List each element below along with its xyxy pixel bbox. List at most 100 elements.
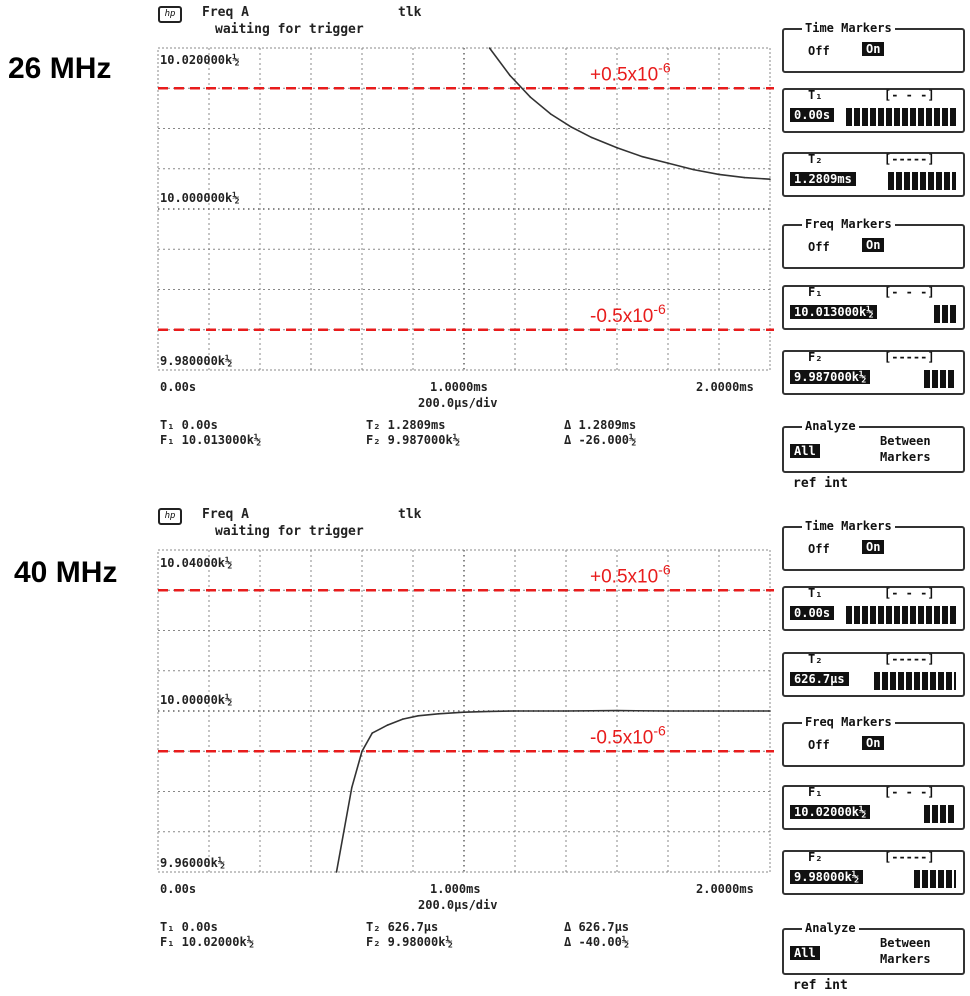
x-label-left: 0.00s [160,380,197,394]
trace-point [641,155,644,158]
t1-value[interactable]: 0.00s [790,606,835,620]
off-option[interactable]: Off [808,738,830,752]
scope-plot: +0.5x10-6 -0.5x10-6 [157,549,774,873]
f2-range: [-----] [884,850,935,864]
header-freq-a: Freq A [202,507,249,522]
trace-point [570,126,572,128]
annotation-exponent: -6 [653,722,666,738]
time-markers-softkey[interactable]: Time Markers Off On [782,519,965,571]
f1-range: [- - -] [884,285,935,299]
trace-point [488,47,491,49]
t1-value[interactable]: 0.00s [790,108,835,122]
f1-marker-softkey[interactable]: F₁ [- - -] 10.013000k½ [782,285,965,330]
header-freq-a: Freq A [202,5,249,20]
header-status: waiting for trigger [215,524,364,539]
readout-f2: F₂ 9.987000k½ [366,433,460,447]
readout-f2: F₂ 9.98000k½ [366,935,453,949]
scope-panel-26mhz: 26 MHz hp Freq A tlk waiting for trigger… [8,5,965,491]
on-option[interactable]: On [862,238,885,252]
softkey-title: Freq Markers [802,217,895,231]
t2-label: T₂ [808,152,823,166]
f2-marker-softkey[interactable]: F₂ [-----] 9.987000k½ [782,350,965,395]
trace-point [463,711,465,713]
analyze-softkey[interactable]: Analyze All Between Markers [782,419,965,473]
trace-point [386,724,389,726]
f1-value[interactable]: 10.013000k½ [790,305,878,319]
hp-logo-icon: hp [158,6,182,23]
x-label-left: 0.00s [160,882,197,896]
markers-option[interactable]: Markers [880,952,931,966]
annotation-upper: +0.5x10-6 [590,561,671,587]
y-label-mid: 10.000000k½ [160,191,240,205]
t1-marker-softkey[interactable]: T₁ [- - -] 0.00s [782,586,965,631]
time-markers-softkey[interactable]: Time Markers Off On [782,21,965,73]
trace-point [565,710,567,712]
t2-range: [-----] [884,152,935,166]
f1-bargraph [924,805,956,823]
scope-plot: +0.5x10-6 -0.5x10-6 [157,47,774,371]
all-option[interactable]: All [790,444,820,458]
off-option[interactable]: Off [808,240,830,254]
t2-value[interactable]: 1.2809ms [790,172,856,186]
f1-label: F₁ [808,285,823,299]
trace-point [692,168,695,171]
trace-point [361,750,363,753]
f1-marker-softkey[interactable]: F₁ [- - -] 10.02000k½ [782,785,965,830]
t2-value[interactable]: 626.7µs [790,672,849,686]
f2-marker-softkey[interactable]: F₂ [-----] 9.98000k½ [782,850,965,895]
trace-point [549,113,552,115]
readout-dt: Δ 1.2809ms [564,418,637,432]
trace-point [616,709,618,712]
between-option[interactable]: Between [880,434,931,448]
t2-marker-softkey[interactable]: T₂ [-----] 626.7µs [782,652,965,697]
on-option[interactable]: On [862,736,885,750]
x-label-mid: 1.0000ms [430,380,488,394]
annotation-lower: -0.5x10-6 [590,301,666,327]
scope-panel-40mhz: 40 MHz hp Freq A tlk waiting for trigger… [0,498,970,996]
x-label-right: 2.0000ms [696,380,754,394]
t2-marker-softkey[interactable]: T₂ [-----] 1.2809ms [782,152,965,197]
f1-value[interactable]: 10.02000k½ [790,805,871,819]
trace-point [437,713,440,715]
f2-value[interactable]: 9.987000k½ [790,370,871,384]
ref-int-label: ref int [793,978,848,993]
t1-range: [- - -] [884,586,935,600]
annotation-exponent: -6 [653,301,666,317]
readout-t2: T₂ 1.2809ms [366,418,446,432]
readout-f1: F₁ 10.013000k½ [160,433,262,447]
off-option[interactable]: Off [808,542,830,556]
header-status: waiting for trigger [215,22,364,37]
trace-point [488,710,491,713]
f2-bargraph [914,870,956,888]
trace-point [616,147,618,149]
trace-point [402,718,404,720]
t1-marker-softkey[interactable]: T₁ [- - -] 0.00s [782,88,965,133]
all-option[interactable]: All [790,946,820,960]
trace-point [417,715,419,717]
t1-label: T₁ [808,88,823,102]
ref-int-label: ref int [793,476,848,491]
f2-value[interactable]: 9.98000k½ [790,870,864,884]
freq-markers-softkey[interactable]: Freq Markers Off On [782,715,965,767]
header-tlk: tlk [398,507,422,522]
on-option[interactable]: On [862,42,885,56]
between-option[interactable]: Between [880,936,931,950]
trace-point [351,786,353,789]
off-option[interactable]: Off [808,44,830,58]
panel-label: 40 MHz [14,556,118,589]
trace-point [514,710,516,712]
trace-point [718,173,720,176]
analyze-softkey[interactable]: Analyze All Between Markers [782,921,965,975]
f2-bargraph [924,370,956,388]
on-option[interactable]: On [862,540,885,554]
t2-range: [-----] [884,652,935,666]
annotation-exponent: -6 [658,59,671,75]
softkey-title: Time Markers [802,21,895,35]
readout-df: Δ -40.00½ [564,935,630,949]
y-label-top: 10.04000k½ [160,556,233,570]
y-label-mid: 10.00000k½ [160,693,233,707]
x-scale: 200.0µs/div [418,898,498,912]
y-label-bottom: 9.980000k½ [160,354,233,368]
markers-option[interactable]: Markers [880,450,931,464]
freq-markers-softkey[interactable]: Freq Markers Off On [782,217,965,269]
